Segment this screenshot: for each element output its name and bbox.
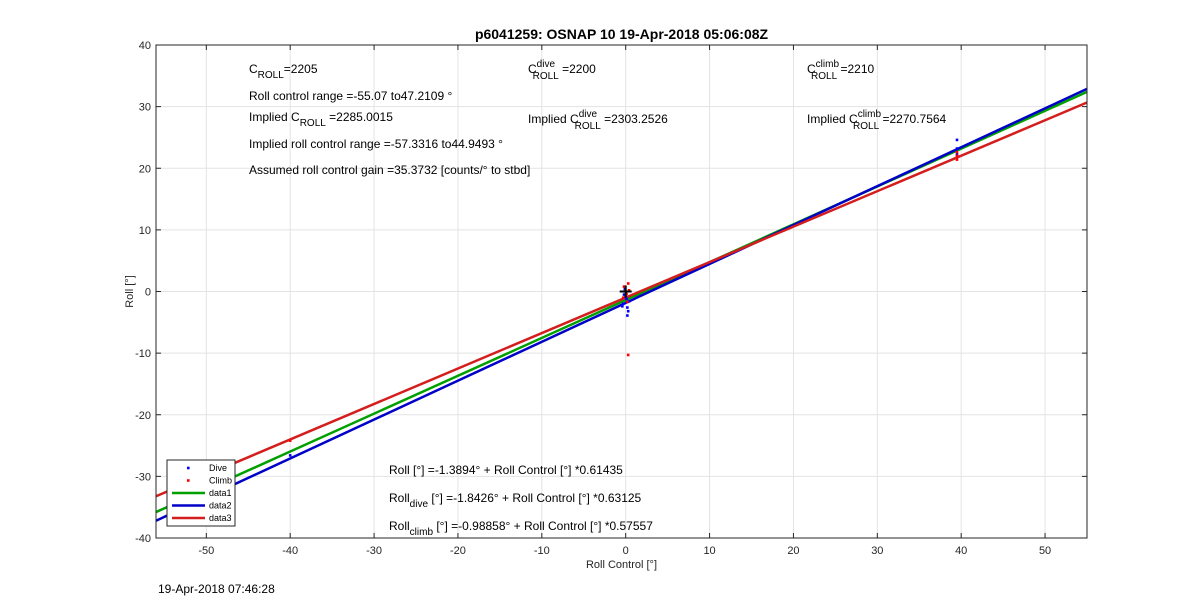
data-point-climb [621,296,625,299]
y-tick-label: -40 [135,533,151,545]
legend: Dive Climb data1 data2 data3 [166,459,236,527]
c-climb-label: Cclimb ROLL =2210 [807,59,875,82]
y-tick-label: 40 [139,40,151,52]
data-point-climb [626,282,630,285]
data-point-dive [626,314,629,317]
fit-all-label: Roll [°] =-1.3894° + Roll Control [°] *0… [389,463,623,477]
legend-entry: data3 [209,513,232,523]
ticks: -50 -40 -30 -20 -10 0 10 20 30 40 50 -40 -30 -20 -10 0 1… [135,40,1087,557]
y-tick-label: 0 [145,287,151,299]
legend-entry: data2 [209,501,232,511]
data-point-climb [288,439,292,442]
y-tick-label: 30 [139,102,151,114]
plot-area [155,87,1088,522]
fit-line-data2 [155,87,1088,522]
data-point-climb [622,285,626,288]
data-point-dive [288,454,292,457]
x-tick-label: -20 [450,545,466,557]
y-tick-label: 10 [139,225,151,237]
data-point-climb [955,158,959,161]
x-axis-label: Roll Control [°] [586,559,657,571]
y-tick-label: -20 [135,410,151,422]
data-point-dive [621,304,624,308]
legend-entry: data1 [209,488,232,498]
x-tick-label: 40 [955,545,967,557]
data-point-dive [622,293,626,296]
legend-marker [187,466,190,470]
implied-c-climb-label: Implied Cclimb ROLL =2270.7564 [807,109,947,132]
data-point-climb [626,353,630,357]
chart-title: p6041259: OSNAP 10 19-Apr-2018 05:06:08Z [475,26,769,42]
data-point-dive [627,300,631,303]
data-point-dive [626,309,630,313]
x-tick-label: 20 [787,545,799,557]
data-point-dive [955,138,959,142]
x-tick-label: -40 [282,545,298,557]
x-tick-label: -50 [198,545,214,557]
fit-climb-label: Rollclimb [°] =-0.98858° + Roll Control … [389,519,653,538]
gain-label: Assumed roll control gain =35.3732 [coun… [249,163,530,177]
data-point-dive [955,147,959,150]
implied-c-roll-label: Implied CROLL =2285.0015 [249,110,393,129]
legend-entry: Climb [209,476,232,486]
data-point-climb [955,154,959,158]
data-point-climb [626,300,629,304]
legend-entry: Dive [209,463,227,473]
c-roll-label: CROLL=2205 [249,62,318,81]
data-point-dive [625,297,628,301]
y-tick-label: 20 [139,163,151,175]
y-axis-label: Roll [°] [124,275,136,308]
print-timestamp: 19-Apr-2018 07:46:28 [158,582,275,596]
roll-range-label: Roll control range =-55.07 to47.2109 ° [249,89,452,103]
x-tick-label: -30 [366,545,382,557]
y-tick-label: -30 [135,471,151,483]
implied-range-label: Implied roll control range =-57.3316 to4… [249,137,503,151]
x-tick-label: 30 [871,545,883,557]
implied-c-dive-label: Implied Cdive ROLL =2303.2526 [528,109,668,132]
x-tick-label: -10 [534,545,550,557]
x-tick-label: 10 [703,545,715,557]
x-tick-label: 0 [623,545,629,557]
data-point-climb [955,150,959,154]
y-tick-label: -10 [135,348,151,360]
data-point-dive [621,302,625,306]
data-point-dive [626,306,629,309]
x-tick-label: 50 [1039,545,1051,557]
legend-marker [187,479,190,482]
fit-dive-label: Rolldive [°] =-1.8426° + Roll Control [°… [389,491,642,510]
data-point-climb [627,288,631,292]
fit-line-data3 [155,101,1088,498]
annotations: CROLL=2205 Roll control range =-55.07 to4… [249,59,947,538]
c-dive-label: Cdive ROLL =2200 [528,59,596,82]
